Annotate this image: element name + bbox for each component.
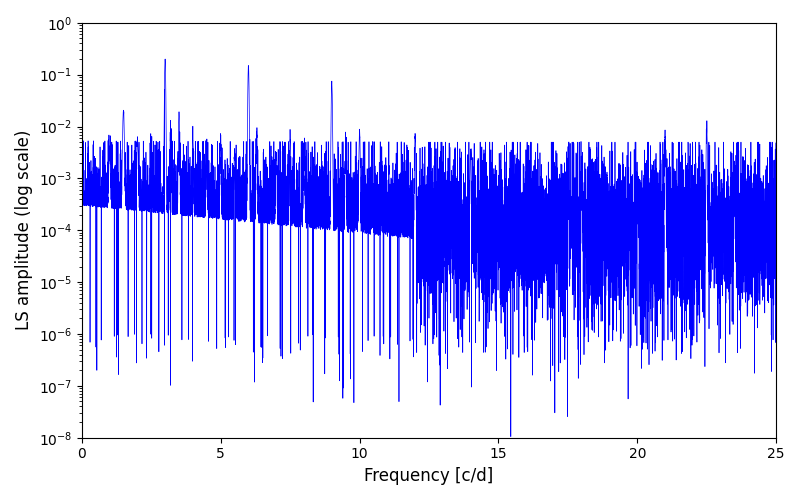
Y-axis label: LS amplitude (log scale): LS amplitude (log scale) [15, 130, 33, 330]
X-axis label: Frequency [c/d]: Frequency [c/d] [364, 467, 494, 485]
